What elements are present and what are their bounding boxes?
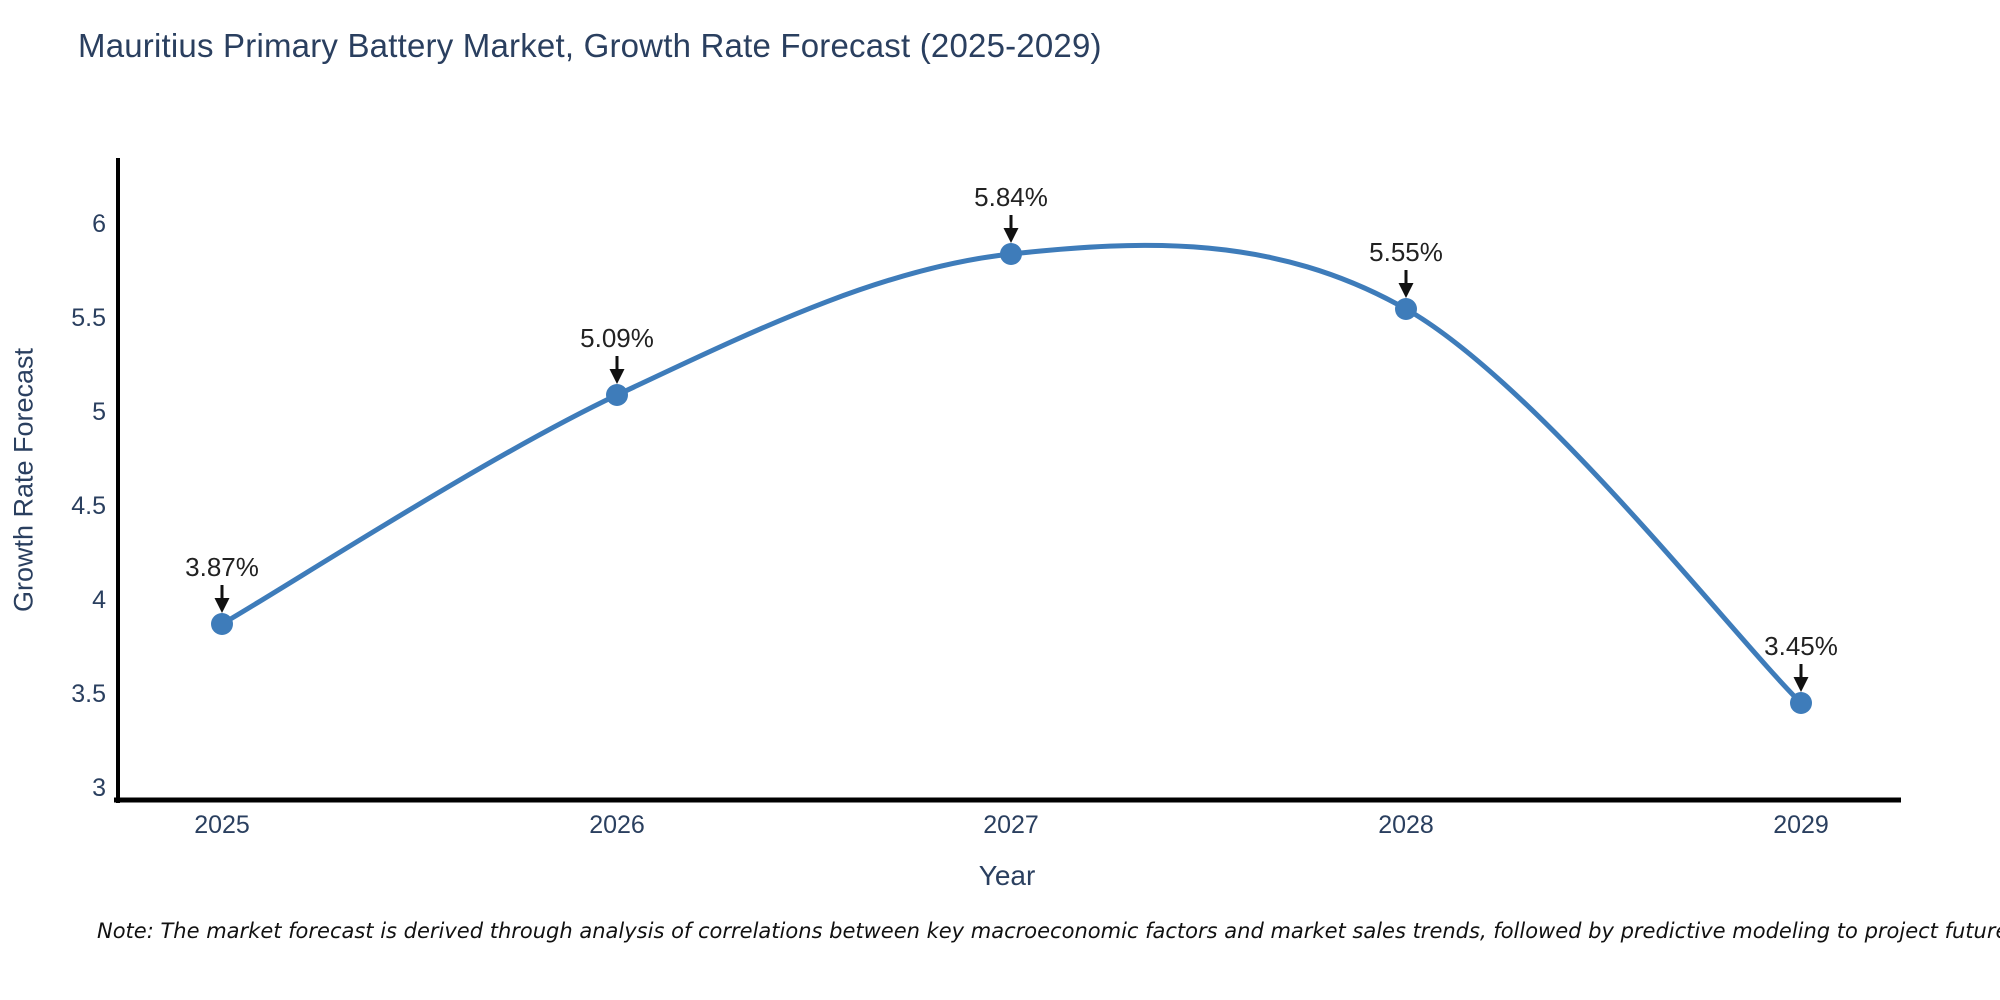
y-tick-label: 6 <box>92 210 106 238</box>
chart-title: Mauritius Primary Battery Market, Growth… <box>78 27 1102 64</box>
data-point-label: 5.09% <box>580 323 654 353</box>
x-tick-label: 2026 <box>589 811 645 839</box>
y-tick-label: 3.5 <box>71 680 106 708</box>
y-axis-title: Growth Rate Forecast <box>8 347 39 613</box>
x-axis-title: Year <box>978 860 1036 891</box>
data-point-marker-2026 <box>606 384 628 406</box>
data-point-label: 3.87% <box>185 552 259 582</box>
annotation-arrow-2029 <box>1793 664 1809 692</box>
data-point-label: 5.84% <box>974 182 1048 212</box>
data-point-marker-2025 <box>211 613 233 635</box>
x-tick-label: 2025 <box>194 811 250 839</box>
y-tick-label: 4 <box>92 586 106 614</box>
annotation-arrow-2027 <box>1003 215 1019 243</box>
x-tick-label: 2027 <box>983 811 1039 839</box>
data-point-marker-2029 <box>1790 692 1812 714</box>
annotation-arrow-2028 <box>1398 270 1414 298</box>
data-point-marker-2028 <box>1395 298 1417 320</box>
y-tick-label: 5.5 <box>71 304 106 332</box>
annotation-arrow-2025 <box>214 585 230 613</box>
trend-line <box>219 242 1804 706</box>
y-tick-label: 3 <box>92 774 106 802</box>
x-tick-label: 2028 <box>1378 811 1434 839</box>
data-point-marker-2027 <box>1000 243 1022 265</box>
y-tick-label: 5 <box>92 398 106 426</box>
data-point-label: 3.45% <box>1764 631 1838 661</box>
annotation-arrow-2026 <box>609 356 625 384</box>
footnote: Note: The market forecast is derived thr… <box>97 919 2000 943</box>
x-tick-label: 2029 <box>1773 811 1829 839</box>
y-tick-label: 4.5 <box>71 492 106 520</box>
data-point-label: 5.55% <box>1369 237 1443 267</box>
